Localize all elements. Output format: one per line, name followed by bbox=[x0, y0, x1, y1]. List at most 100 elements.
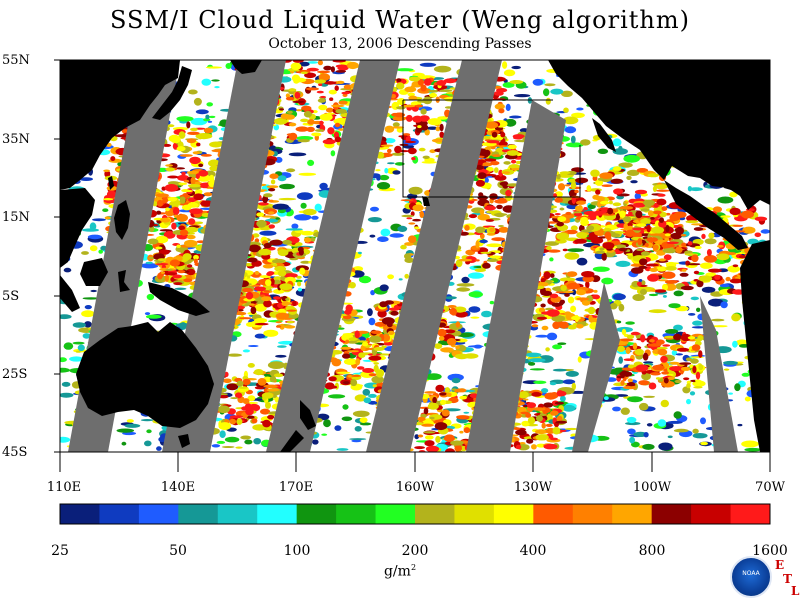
cloud-patch bbox=[599, 247, 605, 251]
cloud-patch bbox=[370, 206, 379, 212]
cloud-patch bbox=[638, 380, 650, 386]
cloud-patch bbox=[647, 343, 662, 347]
cloud-patch bbox=[531, 392, 542, 397]
cloud-patch bbox=[652, 244, 659, 251]
cloud-patch bbox=[336, 371, 351, 374]
cloud-patch bbox=[731, 313, 741, 322]
cloud-patch bbox=[203, 192, 213, 197]
cloud-patch bbox=[286, 309, 297, 312]
cloud-patch bbox=[440, 399, 447, 405]
cloud-patch bbox=[497, 145, 509, 148]
cloud-patch bbox=[576, 200, 586, 205]
cloud-patch bbox=[554, 197, 563, 203]
cloud-patch bbox=[560, 285, 567, 291]
cloud-patch bbox=[680, 285, 694, 291]
cloud-patch bbox=[146, 293, 155, 301]
cloud-patch bbox=[169, 259, 180, 267]
cloud-patch bbox=[502, 61, 508, 69]
cloud-patch bbox=[667, 376, 675, 381]
cloud-patch bbox=[435, 456, 448, 461]
cloud-patch bbox=[649, 233, 663, 236]
cloud-patch bbox=[462, 459, 468, 461]
cloud-patch bbox=[575, 205, 581, 212]
cloud-patch bbox=[509, 115, 522, 119]
cloud-patch bbox=[412, 204, 424, 212]
cloud-patch bbox=[318, 83, 323, 86]
cloud-patch bbox=[490, 461, 500, 466]
cloud-patch bbox=[357, 251, 362, 255]
cloud-patch bbox=[321, 433, 328, 436]
cloud-patch bbox=[629, 436, 635, 444]
cloud-patch bbox=[412, 115, 423, 123]
cloud-patch bbox=[103, 198, 114, 201]
cloud-patch bbox=[434, 422, 448, 431]
cloud-patch bbox=[249, 303, 255, 306]
cloud-patch bbox=[358, 275, 372, 284]
cloud-patch bbox=[640, 218, 651, 224]
cloud-patch bbox=[190, 127, 198, 132]
cloud-patch bbox=[266, 272, 273, 276]
cloud-patch bbox=[659, 217, 664, 223]
cloud-patch bbox=[441, 458, 455, 464]
cloud-patch bbox=[252, 227, 261, 231]
cloud-patch bbox=[277, 270, 287, 277]
cloud-patch bbox=[474, 268, 486, 272]
cloud-patch bbox=[566, 271, 578, 277]
cloud-patch bbox=[612, 148, 628, 155]
cloud-patch bbox=[174, 287, 187, 290]
cloud-patch bbox=[265, 401, 271, 409]
cloud-patch bbox=[760, 229, 770, 234]
cloud-patch bbox=[680, 333, 692, 342]
cloud-patch bbox=[550, 437, 558, 441]
cloud-patch bbox=[497, 462, 505, 470]
cloud-patch bbox=[532, 78, 544, 86]
cloud-patch bbox=[110, 156, 116, 162]
cloud-patch bbox=[336, 448, 349, 451]
cloud-patch bbox=[325, 107, 334, 113]
cloud-patch bbox=[447, 463, 453, 466]
cloud-patch bbox=[372, 384, 377, 388]
cloud-patch bbox=[479, 239, 488, 244]
cloud-patch bbox=[175, 167, 186, 170]
cloud-patch bbox=[468, 306, 481, 313]
cloud-patch bbox=[521, 420, 530, 427]
cloud-patch bbox=[195, 221, 204, 225]
cloud-patch bbox=[283, 273, 298, 278]
cloud-patch bbox=[263, 329, 279, 337]
cloud-patch bbox=[503, 69, 516, 77]
cloud-patch bbox=[253, 438, 262, 445]
cloud-patch bbox=[340, 346, 352, 350]
cloud-patch bbox=[698, 350, 703, 358]
cloud-patch bbox=[674, 211, 687, 218]
cloud-patch bbox=[543, 443, 558, 450]
cloud-patch bbox=[600, 200, 610, 205]
cloud-patch bbox=[648, 382, 657, 390]
cloud-patch bbox=[284, 276, 297, 284]
cloud-patch bbox=[242, 287, 253, 293]
cloud-patch bbox=[375, 169, 381, 172]
cloud-patch bbox=[285, 298, 290, 301]
cloud-patch bbox=[691, 254, 699, 263]
cloud-patch bbox=[712, 206, 723, 213]
cloud-patch bbox=[187, 184, 201, 188]
cloud-patch bbox=[444, 387, 450, 393]
cloud-patch bbox=[60, 392, 74, 398]
cloud-patch bbox=[216, 440, 226, 444]
cloud-patch bbox=[625, 321, 635, 325]
cloud-patch bbox=[170, 135, 181, 144]
cloud-patch bbox=[504, 118, 517, 127]
cloud-patch bbox=[392, 170, 401, 175]
cloud-patch bbox=[456, 287, 471, 292]
cloud-patch bbox=[300, 118, 309, 123]
cloud-patch bbox=[195, 173, 200, 179]
cloud-patch bbox=[743, 213, 748, 219]
cloud-patch bbox=[747, 238, 759, 245]
cloud-patch bbox=[218, 422, 232, 431]
cloud-patch bbox=[349, 438, 367, 441]
cloud-patch bbox=[198, 170, 209, 177]
cloud-patch bbox=[392, 464, 402, 470]
cloud-patch bbox=[494, 103, 505, 110]
cloud-patch bbox=[359, 417, 368, 423]
cloud-patch bbox=[384, 125, 395, 133]
cloud-patch bbox=[396, 82, 405, 90]
